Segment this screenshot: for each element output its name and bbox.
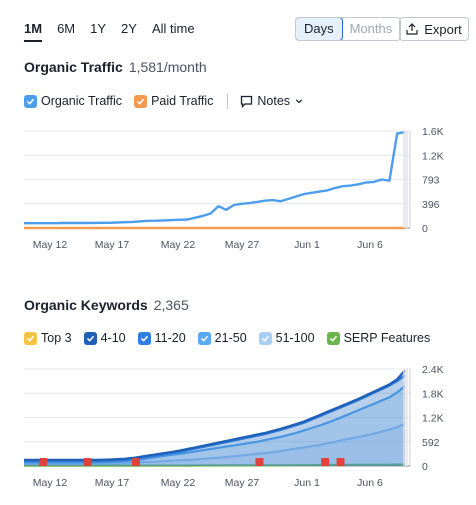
months-button[interactable]: Months bbox=[349, 21, 393, 36]
checkbox-checked-icon bbox=[137, 331, 151, 345]
checkbox-checked-icon bbox=[258, 331, 272, 345]
traffic-legend: Organic Traffic Paid Traffic Notes bbox=[24, 93, 304, 109]
hover-band bbox=[403, 369, 408, 466]
series-area-21-50 bbox=[24, 386, 405, 466]
y-tick-label: 1.6K bbox=[422, 126, 444, 138]
x-tick-label: May 12 bbox=[33, 239, 68, 251]
legend-top-3[interactable]: Top 3 bbox=[24, 331, 72, 345]
top-toolbar: 1M 6M 1Y 2Y All time Days Months Export bbox=[0, 0, 476, 54]
legend-label: 51-100 bbox=[275, 331, 315, 345]
x-tick-label: Jun 6 bbox=[357, 239, 383, 251]
keywords-chart: 2.4K 1.8K 1.2K 592 0 May 12 May 17 May 22 May 27… bbox=[0, 356, 476, 505]
y-tick-label: 396 bbox=[422, 199, 440, 211]
range-tab-2y[interactable]: 2Y bbox=[121, 21, 137, 36]
x-tick-label: Jun 6 bbox=[357, 477, 383, 489]
x-tick-label: May 22 bbox=[161, 477, 196, 489]
legend-label: Organic Traffic bbox=[41, 94, 123, 108]
hover-band bbox=[403, 131, 408, 228]
range-tabs: 1M 6M 1Y 2Y All time bbox=[24, 21, 210, 42]
x-tick-label: May 17 bbox=[95, 477, 130, 489]
traffic-title-text: Organic Traffic bbox=[24, 59, 123, 75]
y-tick-label: 0 bbox=[422, 223, 428, 235]
keywords-count: 2,365 bbox=[153, 297, 189, 313]
traffic-chart: 1.6K 1.2K 793 396 0 May 12 May 17 May 22 May 27 J… bbox=[0, 118, 476, 263]
legend-paid-traffic[interactable]: Paid Traffic bbox=[134, 94, 213, 108]
legend-label: 21-50 bbox=[214, 331, 247, 345]
y-tick-label: 592 bbox=[422, 437, 440, 449]
days-button[interactable]: Days bbox=[296, 18, 343, 40]
export-button[interactable]: Export bbox=[399, 17, 469, 41]
x-tick-label: May 12 bbox=[33, 477, 68, 489]
checkbox-checked-icon bbox=[24, 94, 37, 108]
y-tick-label: 0 bbox=[422, 461, 428, 473]
legend-51-100[interactable]: 51-100 bbox=[258, 331, 315, 345]
traffic-chart-svg: 1.6K 1.2K 793 396 0 May 12 May 17 May 22 May 27 J… bbox=[24, 126, 444, 251]
checkbox-checked-icon bbox=[326, 331, 340, 345]
note-flag-icon bbox=[321, 458, 330, 466]
x-tick-label: Jun 1 bbox=[294, 239, 320, 251]
legend-11-20[interactable]: 11-20 bbox=[137, 331, 186, 345]
granularity-toggle: Days Months bbox=[295, 17, 402, 41]
x-tick-label: May 27 bbox=[225, 239, 260, 251]
y-tick-label: 1.2K bbox=[422, 150, 444, 162]
x-tick-label: May 22 bbox=[161, 239, 196, 251]
notes-dropdown[interactable]: Notes bbox=[240, 94, 304, 108]
range-tab-1m[interactable]: 1M bbox=[24, 21, 43, 42]
export-icon bbox=[406, 23, 418, 35]
y-tick-label: 2.4K bbox=[422, 364, 444, 376]
legend-label: Paid Traffic bbox=[151, 94, 214, 108]
keywords-chart-svg: 2.4K 1.8K 1.2K 592 0 May 12 May 17 May 22 May 27… bbox=[24, 364, 444, 489]
legend-organic-traffic[interactable]: Organic Traffic bbox=[24, 94, 122, 108]
checkbox-checked-icon bbox=[83, 331, 97, 345]
note-flag-icon bbox=[255, 458, 264, 466]
x-tick-label: Jun 1 bbox=[294, 477, 320, 489]
y-tick-label: 793 bbox=[422, 175, 440, 187]
keywords-legend: Top 3 4-10 11-20 21-50 51-100 SERP Features bbox=[24, 331, 442, 345]
checkbox-checked-icon bbox=[197, 331, 211, 345]
notes-icon bbox=[241, 95, 253, 108]
series-line-organic-traffic bbox=[24, 131, 406, 225]
legend-4-10[interactable]: 4-10 bbox=[83, 331, 126, 345]
export-label: Export bbox=[424, 21, 462, 37]
legend-21-50[interactable]: 21-50 bbox=[197, 331, 247, 345]
note-flag-icon bbox=[83, 458, 92, 466]
checkbox-checked-icon bbox=[134, 94, 148, 108]
range-tab-all-time[interactable]: All time bbox=[151, 21, 195, 36]
note-flag-icon bbox=[131, 458, 140, 466]
series-area-4-10 bbox=[24, 370, 405, 466]
keywords-title: Organic Keywords 2,365 bbox=[24, 297, 189, 313]
legend-label: SERP Features bbox=[343, 331, 431, 345]
traffic-title: Organic Traffic 1,581/month bbox=[24, 59, 207, 75]
legend-label: 4-10 bbox=[100, 331, 126, 345]
range-tab-6m[interactable]: 6M bbox=[57, 21, 76, 36]
x-tick-label: May 27 bbox=[225, 477, 260, 489]
series-area-11-20 bbox=[24, 375, 405, 466]
y-tick-label: 1.2K bbox=[422, 413, 444, 425]
chevron-down-icon bbox=[295, 99, 303, 104]
traffic-count: 1,581/month bbox=[128, 59, 207, 75]
series-area-51-100 bbox=[24, 423, 405, 466]
checkbox-checked-icon bbox=[24, 331, 37, 345]
y-tick-label: 1.8K bbox=[422, 388, 444, 400]
range-tab-1y[interactable]: 1Y bbox=[90, 21, 107, 36]
x-tick-label: May 17 bbox=[95, 239, 130, 251]
notes-label: Notes bbox=[257, 94, 291, 108]
legend-label: 11-20 bbox=[154, 331, 186, 345]
note-flag-icon bbox=[336, 458, 345, 466]
keywords-title-text: Organic Keywords bbox=[24, 297, 148, 313]
legend-label: Top 3 bbox=[41, 331, 72, 345]
legend-divider bbox=[227, 93, 229, 109]
note-flag-icon bbox=[39, 458, 48, 466]
legend-serp-features[interactable]: SERP Features bbox=[326, 331, 431, 345]
